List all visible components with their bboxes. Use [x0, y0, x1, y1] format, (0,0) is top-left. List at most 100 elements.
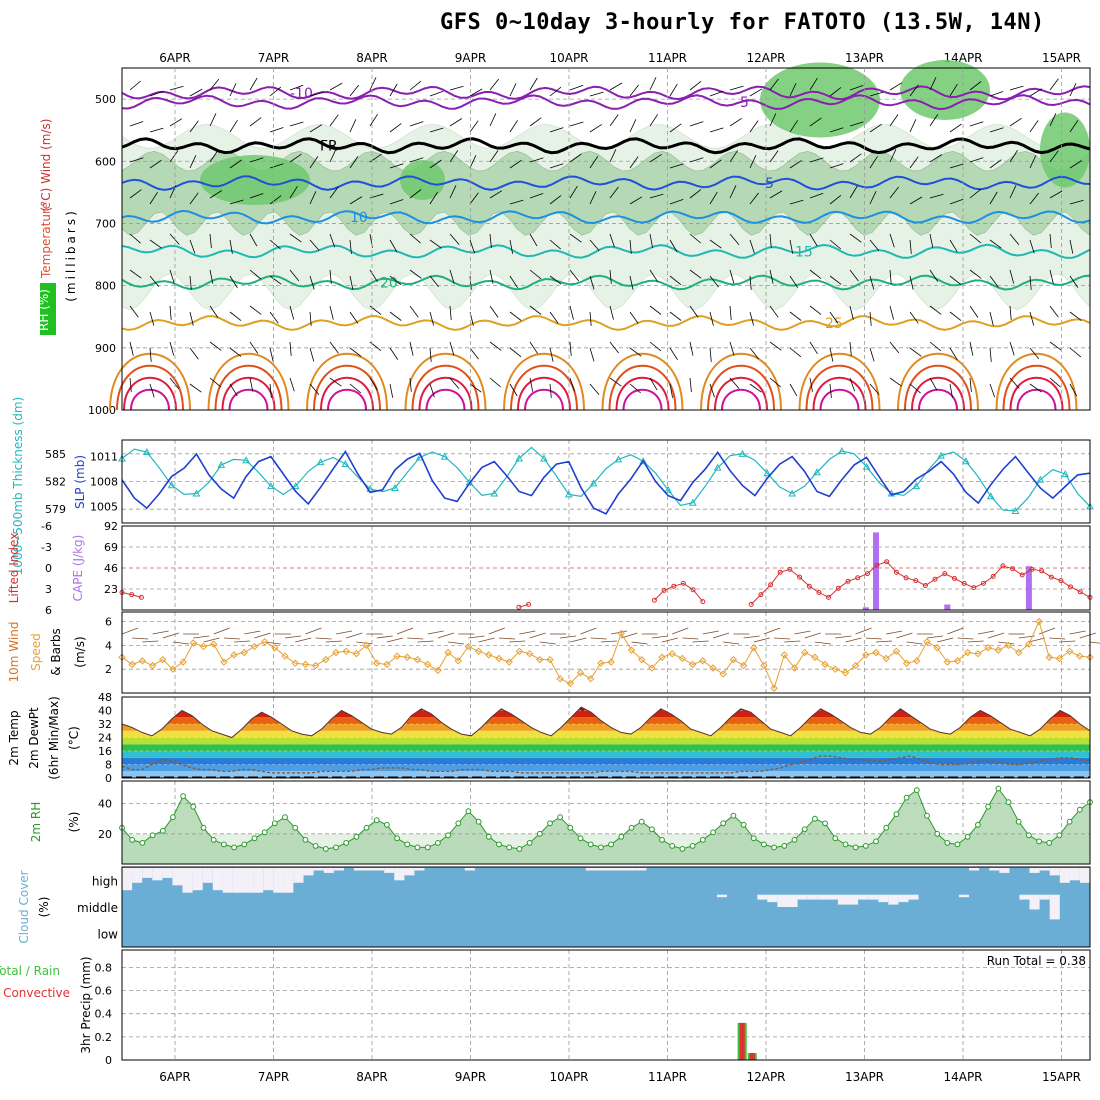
wind-barb [489, 150, 499, 163]
cloud-bar-high [616, 868, 627, 871]
isotherm-label: 5 [765, 176, 774, 192]
wind-barb [229, 275, 238, 289]
rh-point [913, 787, 920, 793]
cape-bar [1025, 566, 1032, 610]
wind-barb [309, 156, 319, 169]
wind-barb [329, 186, 339, 199]
wind-barb [909, 196, 923, 205]
wind-speed-point [362, 641, 371, 650]
wind-barb [789, 83, 797, 97]
wind-barb [149, 191, 158, 205]
thickness-point [564, 490, 573, 498]
rh-point [598, 844, 604, 851]
wind-barb [829, 311, 839, 324]
li-frame [121, 525, 1091, 611]
surface-warm-contour [995, 352, 1078, 411]
wind-speed-point [729, 655, 738, 664]
wind-barb [389, 199, 404, 205]
temp-band [122, 730, 1090, 738]
surface-wind-barb [1038, 627, 1056, 635]
date-label-top: 15APR [1042, 51, 1081, 65]
pressure-tick: 600 [95, 155, 116, 168]
wind-barb [669, 123, 682, 133]
surface-wind-barb [743, 635, 760, 639]
axis-label-millibars: (millibars) [64, 208, 78, 302]
surface-wind-barb [763, 627, 781, 635]
rh-point [587, 841, 594, 848]
cloud-bar-middle [767, 894, 778, 903]
wind-speed-point [607, 658, 615, 666]
cloud-bar-high [969, 868, 980, 871]
cloud-bar-high [192, 868, 203, 891]
li-point [893, 569, 899, 575]
wind-speed-point [688, 660, 697, 669]
cloud-bar-middle [1049, 894, 1060, 920]
rh-moist-patch [760, 62, 880, 138]
surface-warm-contour [109, 352, 191, 411]
thickness-point [788, 489, 796, 497]
thickness-point [391, 483, 399, 491]
wind-barb [949, 311, 962, 321]
surface-warm-contour [510, 364, 578, 411]
thickness-point [713, 463, 722, 471]
wind-speed-point [1014, 648, 1023, 657]
wind-barb [349, 239, 352, 254]
temp-tick: 48 [98, 691, 112, 704]
wind-barb [509, 311, 522, 321]
wind-barb [649, 153, 662, 163]
wind-barb [129, 80, 141, 91]
surface-wind-barb [539, 641, 556, 645]
wind-barb [549, 163, 564, 169]
wind-barb [229, 239, 233, 254]
wind-barb [449, 233, 460, 245]
wind-barb [589, 347, 595, 362]
wind-speed-point [933, 644, 941, 652]
wind-barb [969, 233, 982, 244]
wind-barb [729, 185, 737, 199]
wind-barb [969, 377, 972, 392]
wind-barb [1009, 377, 1020, 389]
wind-barb [409, 269, 422, 279]
surface-warm-contour [425, 388, 466, 411]
wind-speed-point [831, 665, 839, 673]
cloud-layer-label: middle [77, 901, 118, 915]
wind-barb [909, 84, 919, 97]
rh-point [129, 837, 136, 843]
surface-warm-contour [214, 364, 283, 411]
wind-speed-point [464, 642, 473, 651]
wind-barb [269, 195, 282, 205]
wind-speed-point [159, 655, 167, 664]
wind-barb [1009, 233, 1020, 246]
wind-barb [469, 347, 479, 360]
wind-barb [649, 114, 659, 127]
wind-barb [349, 347, 362, 357]
rh-moist-patch [900, 60, 990, 120]
wind-barb [529, 269, 542, 280]
wind-speed-point [271, 644, 279, 652]
surface-warm-contour [805, 364, 874, 411]
wind-barb [929, 154, 943, 163]
wind-barb [809, 192, 824, 199]
wind-barb [649, 233, 653, 248]
rh-point [842, 841, 849, 848]
wind-speed-point [678, 654, 687, 663]
wind-barb [189, 88, 203, 97]
wind-barb [409, 377, 412, 392]
wind-speed-point [128, 660, 136, 669]
wind-barb [329, 82, 343, 91]
surface-warm-contour [524, 388, 564, 411]
wind-barb [749, 311, 754, 326]
wind-speed-point [750, 644, 758, 652]
wind-barb [569, 341, 572, 356]
wind-barb [889, 114, 899, 127]
rh-point [241, 841, 248, 848]
rh-point [506, 844, 513, 851]
surface-warm-contour [306, 352, 388, 411]
cape-tick: 23 [104, 583, 118, 596]
wind-barb [409, 157, 424, 163]
rh-point [567, 824, 574, 831]
rh-point [496, 841, 502, 848]
wind-barb [569, 377, 575, 392]
thickness-point [1036, 475, 1045, 483]
surface-wind-barb [865, 637, 882, 640]
